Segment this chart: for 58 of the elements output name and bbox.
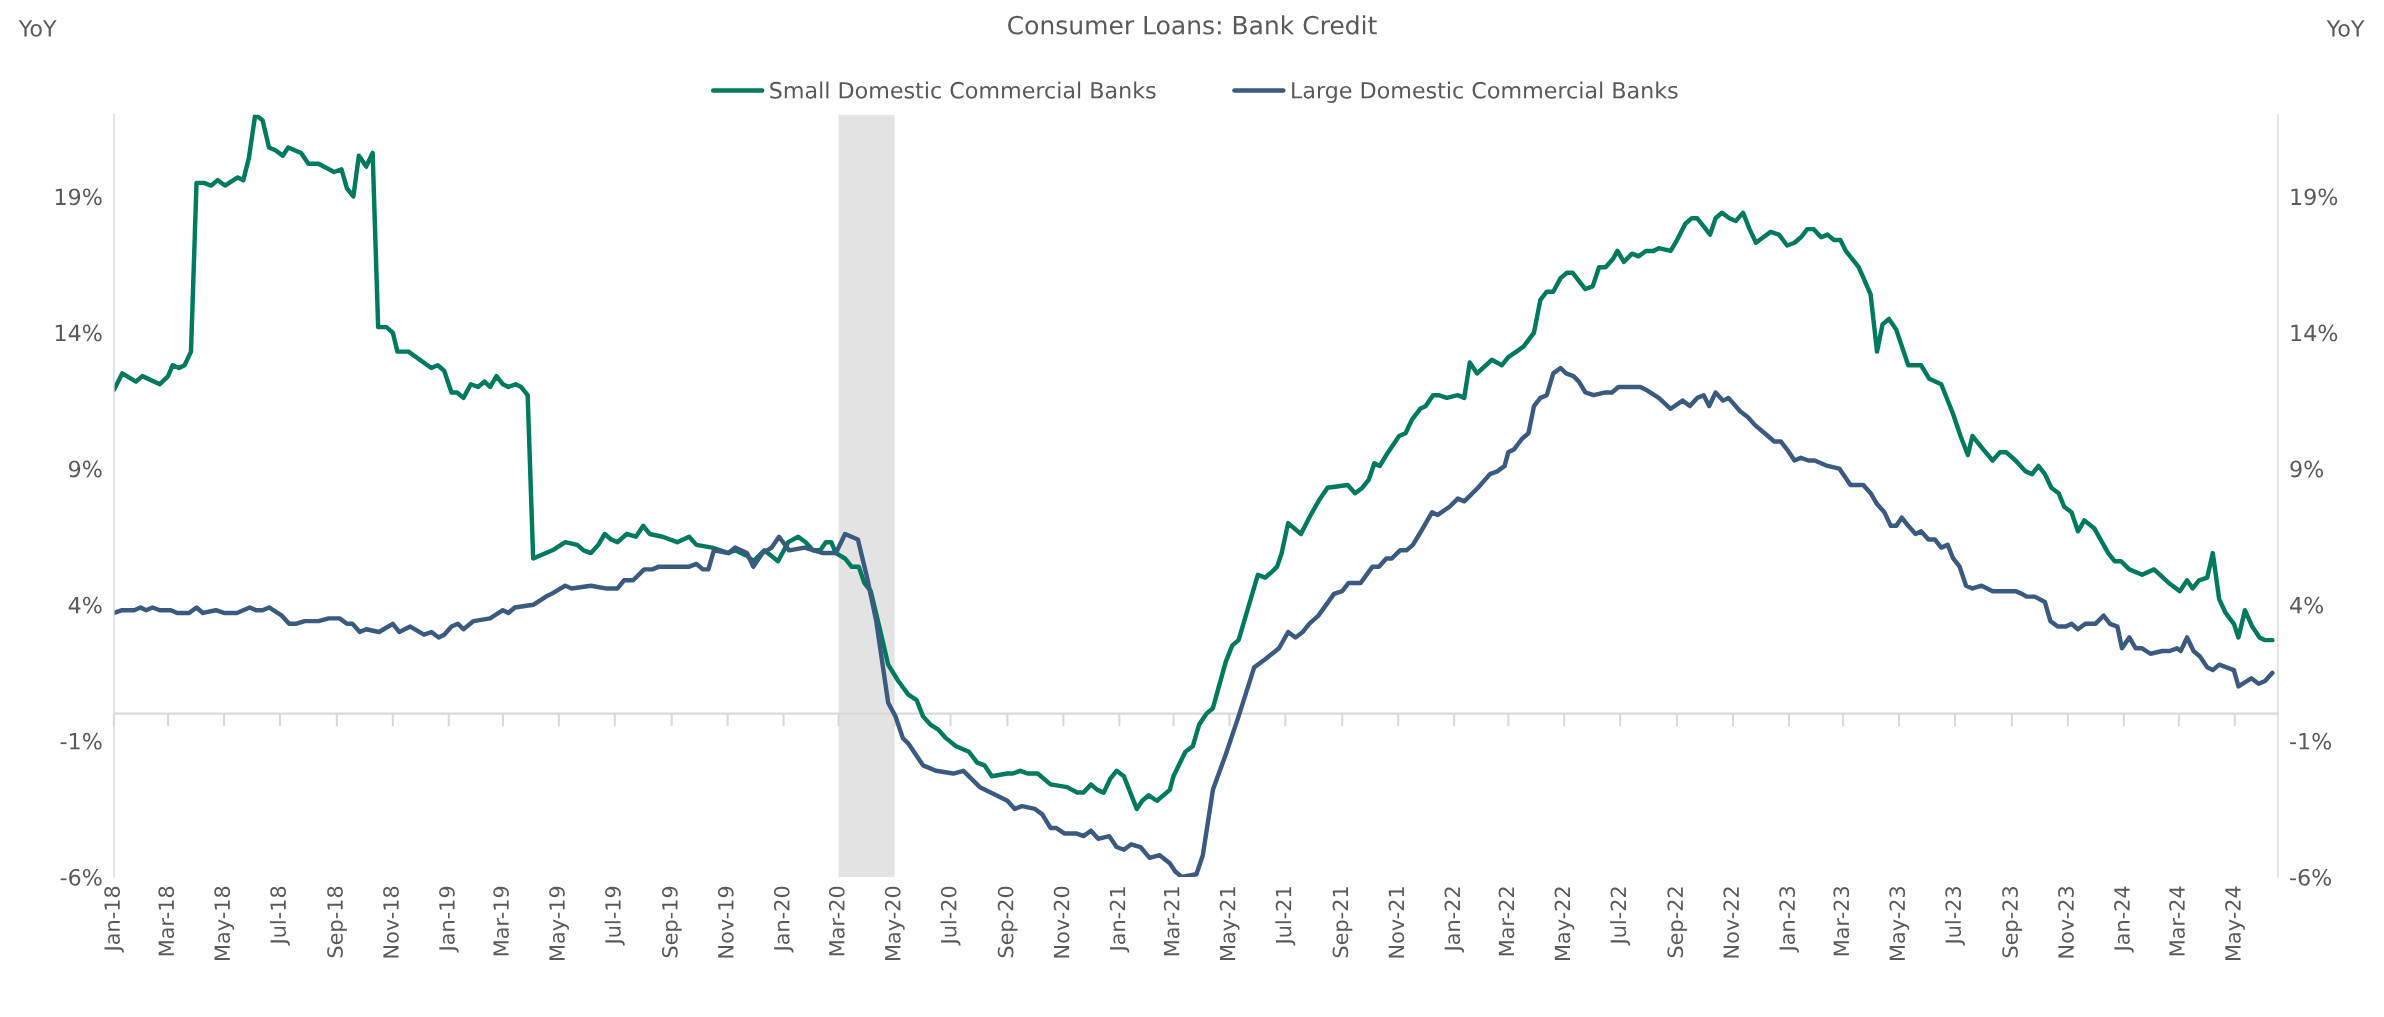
y-tick-label: 14% (55, 324, 102, 342)
x-tick-label: Sep-19 (661, 886, 682, 958)
chart-title: Consumer Loans: Bank Credit (1008, 15, 1377, 35)
y-axis-title: YoY (18, 20, 57, 37)
y-tick-label: 9% (68, 460, 102, 478)
x-tick-label: Jul-19 (604, 886, 625, 946)
x-tick-label: May-18 (214, 886, 235, 960)
y-tick-label: 4% (68, 596, 102, 614)
x-tick-label: May-20 (884, 886, 905, 960)
y-tick-label: -1% (60, 732, 102, 750)
x-tick-label: Jul-20 (940, 886, 961, 946)
x-tick-label: May-22 (1554, 887, 1575, 960)
legend-label: Large Domestic Commercial Banks (1292, 81, 1678, 103)
y-tick-label: -6% (60, 868, 102, 886)
x-tick-label: Mar-19 (493, 886, 509, 956)
x-tick-label: Mar-22 (1498, 887, 1515, 956)
x-tick-label: Jan-19 (439, 886, 459, 953)
x-tick-label: Sep-21 (1332, 887, 1353, 958)
x-tick-label: Jul-18 (269, 886, 290, 946)
x-tick-label: Mar-20 (828, 886, 845, 956)
y2-tick-label: 14% (2291, 324, 2338, 342)
x-tick-label: Sep-20 (997, 886, 1018, 958)
legend-label: Small Domestic Commercial Banks (770, 81, 1156, 99)
line-series (113, 114, 2275, 812)
x-tick-label: Nov-19 (717, 886, 734, 958)
y2-axis-title: YoY (2326, 20, 2365, 37)
x-tick-label: Jan-20 (773, 886, 794, 953)
x-tick-label: Jan-22 (1444, 887, 1465, 953)
x-tick-label: May-23 (1889, 886, 1910, 960)
x-tick-label: Nov-23 (2058, 886, 2074, 958)
x-tick-label: Jan-21 (1109, 887, 1130, 953)
x-tick-label: Jan-23 (1779, 886, 1799, 953)
x-tick-label: Mar-18 (158, 886, 175, 956)
x-tick-label: Mar-23 (1833, 886, 1850, 956)
x-tick-label: Jan-24 (2114, 886, 2134, 953)
y2-tick-label: 9% (2290, 460, 2324, 478)
x-tick-label: Nov-18 (383, 886, 399, 958)
x-tick-label: Nov-22 (1723, 887, 1740, 958)
y-tick-label: 19% (55, 188, 102, 206)
x-tick-label: May-21 (1219, 887, 1240, 960)
x-tick-label: Mar-24 (2169, 886, 2185, 956)
x-tick-label: Nov-20 (1053, 886, 1070, 958)
x-tick-label: Nov-21 (1388, 887, 1405, 958)
y2-tick-label: -6% (2290, 868, 2332, 886)
line-series (113, 365, 2275, 877)
x-tick-label: Sep-23 (2002, 886, 2022, 958)
x-tick-label: Sep-22 (1667, 887, 1688, 958)
y2-tick-label: 19% (2291, 188, 2338, 206)
x-tick-label: Jul-22 (1610, 887, 1631, 946)
x-tick-label: Jul-23 (1944, 886, 1965, 946)
x-tick-label: Sep-18 (327, 886, 347, 958)
y2-tick-label: 4% (2290, 596, 2324, 614)
x-tick-label: May-19 (549, 886, 569, 960)
x-tick-label: Mar-21 (1163, 887, 1180, 956)
x-tick-label: Jan-18 (104, 886, 124, 953)
x-tick-label: May-24 (2225, 886, 2245, 960)
y2-tick-label: -1% (2290, 732, 2332, 750)
x-tick-label: Jul-21 (1275, 887, 1296, 946)
